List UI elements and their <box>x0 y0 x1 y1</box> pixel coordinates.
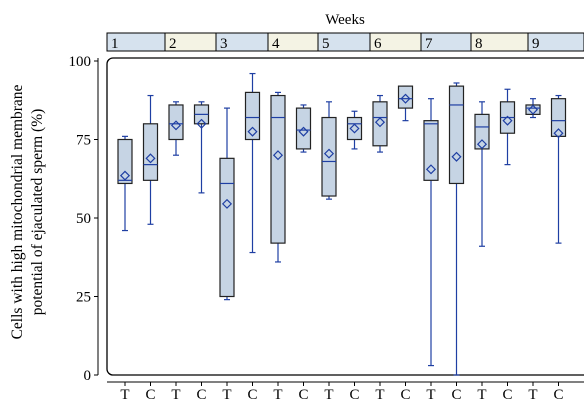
mean-marker-4 <box>221 198 233 209</box>
x-tick-label-2: T <box>171 387 180 402</box>
mean-marker-12 <box>425 164 437 175</box>
x-tick-label-3: C <box>196 387 206 402</box>
plot-border <box>106 57 584 376</box>
box-13 <box>448 82 465 376</box>
box-5 <box>244 72 261 254</box>
box-body-2 <box>168 104 184 141</box>
y-axis: 0 25 50 75 100 <box>69 54 99 384</box>
week-label-4: 4 <box>272 36 280 52</box>
y-tick-label-100: 100 <box>69 54 92 70</box>
box-body-4 <box>219 157 235 298</box>
week-label-9: 9 <box>532 36 540 52</box>
x-tick-label-12: T <box>426 387 435 402</box>
y-tick-label-50: 50 <box>76 211 91 227</box>
x-tick-label-0: T <box>120 387 129 402</box>
box-14 <box>474 101 490 247</box>
mean-marker-14 <box>476 139 488 150</box>
weeks-axis-title: Weeks <box>325 12 365 28</box>
y-axis-label-line-2: potential of ejaculated sperm (%) <box>29 109 46 316</box>
week-label-2: 2 <box>169 36 177 52</box>
x-tick-label-7: C <box>298 387 308 402</box>
box-body-12 <box>423 120 439 181</box>
box-8 <box>321 101 337 200</box>
x-tick-label-9: C <box>349 387 359 402</box>
week-label-6: 6 <box>374 36 382 52</box>
mean-marker-8 <box>323 148 335 159</box>
mean-marker-5 <box>247 126 258 137</box>
mean-marker-0 <box>119 170 131 181</box>
box-body-1 <box>142 123 159 181</box>
mean-marker-9 <box>349 123 360 134</box>
mean-marker-17 <box>553 128 564 139</box>
box-body-6 <box>270 94 286 244</box>
y-axis-label-line-1: Cells with high mitochondrial membrane <box>9 84 26 339</box>
mean-marker-13 <box>451 151 462 162</box>
y-tick-label-0: 0 <box>84 368 92 384</box>
box-body-5 <box>244 91 261 141</box>
mean-marker-3 <box>196 118 207 129</box>
x-tick-label-5: C <box>247 387 257 402</box>
week-label-7: 7 <box>425 36 433 52</box>
box-body-13 <box>448 85 465 185</box>
week-cell-9 <box>527 32 584 52</box>
box-body-10 <box>372 101 388 147</box>
week-label-1: 1 <box>111 36 119 52</box>
plot-frame <box>106 57 584 376</box>
x-tick-label-1: C <box>145 387 155 402</box>
x-tick-label-10: T <box>375 387 384 402</box>
box-body-14 <box>474 113 490 150</box>
week-strip: 1 2 3 4 5 6 7 8 9 <box>106 32 584 52</box>
week-label-3: 3 <box>220 36 228 52</box>
box-body-9 <box>346 116 363 141</box>
box-9 <box>346 110 363 150</box>
box-7 <box>295 104 312 153</box>
box-0 <box>117 135 133 232</box>
box-body-8 <box>321 116 337 197</box>
mean-marker-16 <box>527 104 539 115</box>
x-tick-label-4: T <box>222 387 231 402</box>
box-4 <box>219 107 235 301</box>
x-tick-label-6: T <box>273 387 282 402</box>
box-16 <box>525 98 541 119</box>
box-2 <box>168 101 184 156</box>
y-tick-label-75: 75 <box>76 133 91 149</box>
mean-marker-7 <box>298 126 309 137</box>
box-12 <box>423 98 439 367</box>
x-tick-label-17: C <box>553 387 563 402</box>
box-6 <box>270 91 286 263</box>
week-label-8: 8 <box>475 36 483 52</box>
mean-marker-15 <box>502 115 513 126</box>
x-tick-label-13: C <box>451 387 461 402</box>
y-tick-label-25: 25 <box>76 290 91 306</box>
box-body-7 <box>295 107 312 150</box>
mean-marker-11 <box>400 93 411 104</box>
boxes <box>117 72 567 376</box>
mean-marker-2 <box>170 120 182 131</box>
box-1 <box>142 94 159 225</box>
box-11 <box>397 85 414 122</box>
box-body-17 <box>550 98 567 137</box>
x-tick-label-11: C <box>400 387 410 402</box>
mean-marker-6 <box>272 150 284 161</box>
box-10 <box>372 94 388 153</box>
x-tick-label-14: T <box>477 387 486 402</box>
x-tick-label-16: T <box>528 387 537 402</box>
mean-marker-1 <box>145 153 156 164</box>
mean-marker-10 <box>374 117 386 128</box>
box-17 <box>550 94 567 244</box>
x-tick-label-8: T <box>324 387 333 402</box>
box-15 <box>499 88 516 166</box>
x-tick-label-15: C <box>502 387 512 402</box>
week-label-5: 5 <box>322 36 330 52</box>
box-body-0 <box>117 138 133 185</box>
box-3 <box>193 101 210 194</box>
box-body-11 <box>397 85 414 109</box>
